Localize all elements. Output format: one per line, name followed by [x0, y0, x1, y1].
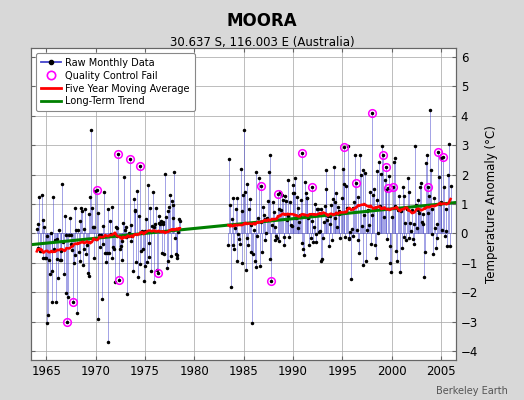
- Text: MOORA: MOORA: [227, 12, 297, 30]
- Text: 30.637 S, 116.003 E (Australia): 30.637 S, 116.003 E (Australia): [170, 36, 354, 49]
- Text: Berkeley Earth: Berkeley Earth: [436, 386, 508, 396]
- Y-axis label: Temperature Anomaly (°C): Temperature Anomaly (°C): [485, 125, 498, 283]
- Legend: Raw Monthly Data, Quality Control Fail, Five Year Moving Average, Long-Term Tren: Raw Monthly Data, Quality Control Fail, …: [36, 53, 195, 111]
